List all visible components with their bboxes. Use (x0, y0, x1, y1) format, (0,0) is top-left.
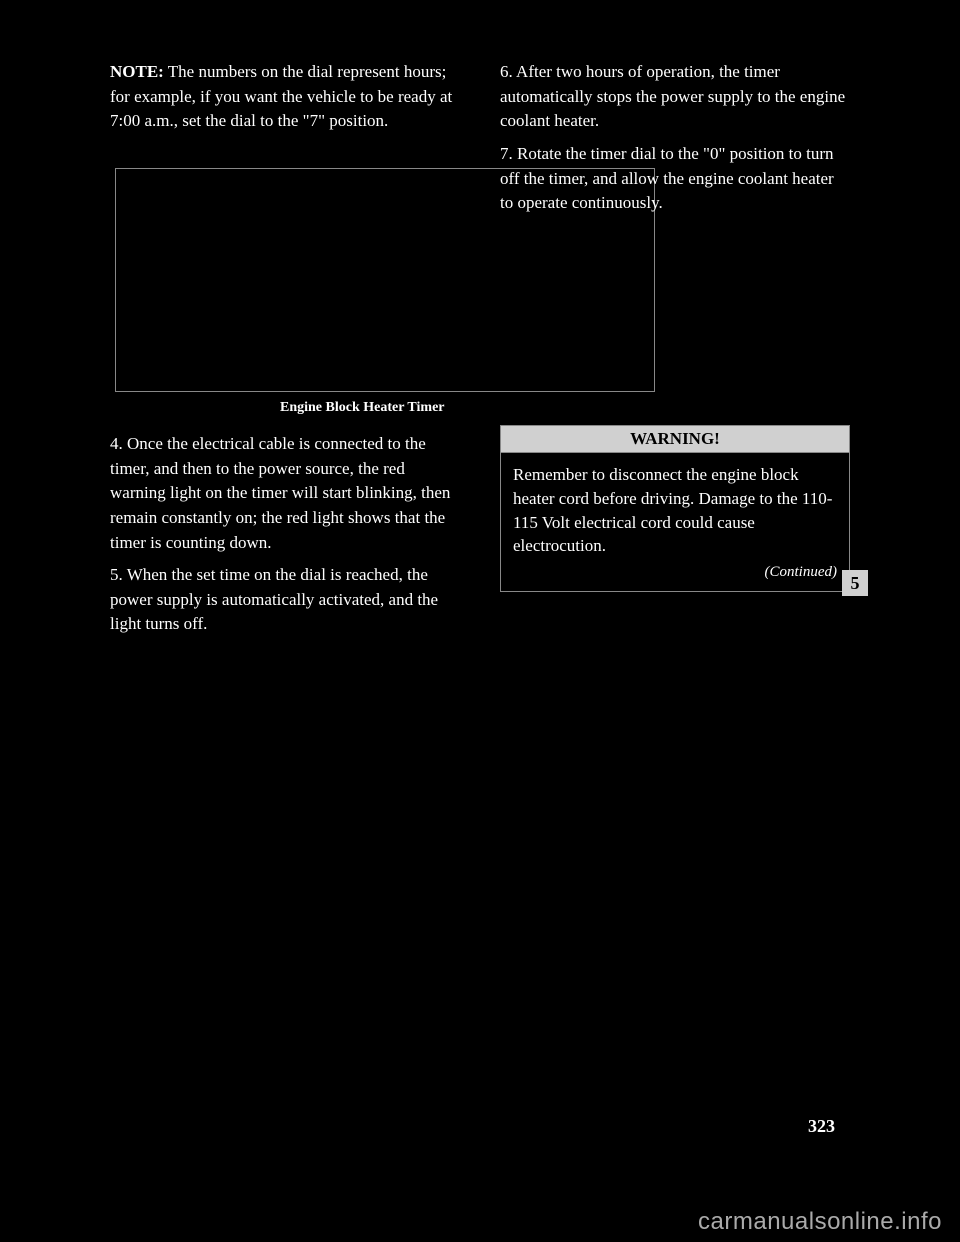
page: NOTE: The numbers on the dial represent … (0, 0, 960, 1242)
section-tab: 5 (842, 570, 868, 596)
left-column-lower: 4. Once the electrical cable is connecte… (110, 432, 460, 645)
watermark: carmanualsonline.info (698, 1208, 942, 1236)
note-label: NOTE: (110, 62, 164, 81)
right-para-1: 6. After two hours of operation, the tim… (500, 60, 850, 134)
right-column: 6. After two hours of operation, the tim… (500, 60, 850, 224)
warning-header: WARNING! (500, 425, 850, 453)
warning-text: Remember to disconnect the engine block … (513, 465, 832, 555)
warning-body: Remember to disconnect the engine block … (500, 453, 850, 592)
left-para-1: 4. Once the electrical cable is connecte… (110, 432, 460, 555)
right-para-2: 7. Rotate the timer dial to the "0" posi… (500, 142, 850, 216)
figure-caption: Engine Block Heater Timer (280, 400, 445, 416)
note-paragraph: NOTE: The numbers on the dial represent … (110, 60, 460, 134)
left-para-2: 5. When the set time on the dial is reac… (110, 563, 460, 637)
page-number: 323 (808, 1116, 835, 1137)
left-column: NOTE: The numbers on the dial represent … (110, 60, 460, 142)
warning-box: WARNING! Remember to disconnect the engi… (500, 425, 850, 592)
warning-continued: (Continued) (513, 562, 837, 583)
